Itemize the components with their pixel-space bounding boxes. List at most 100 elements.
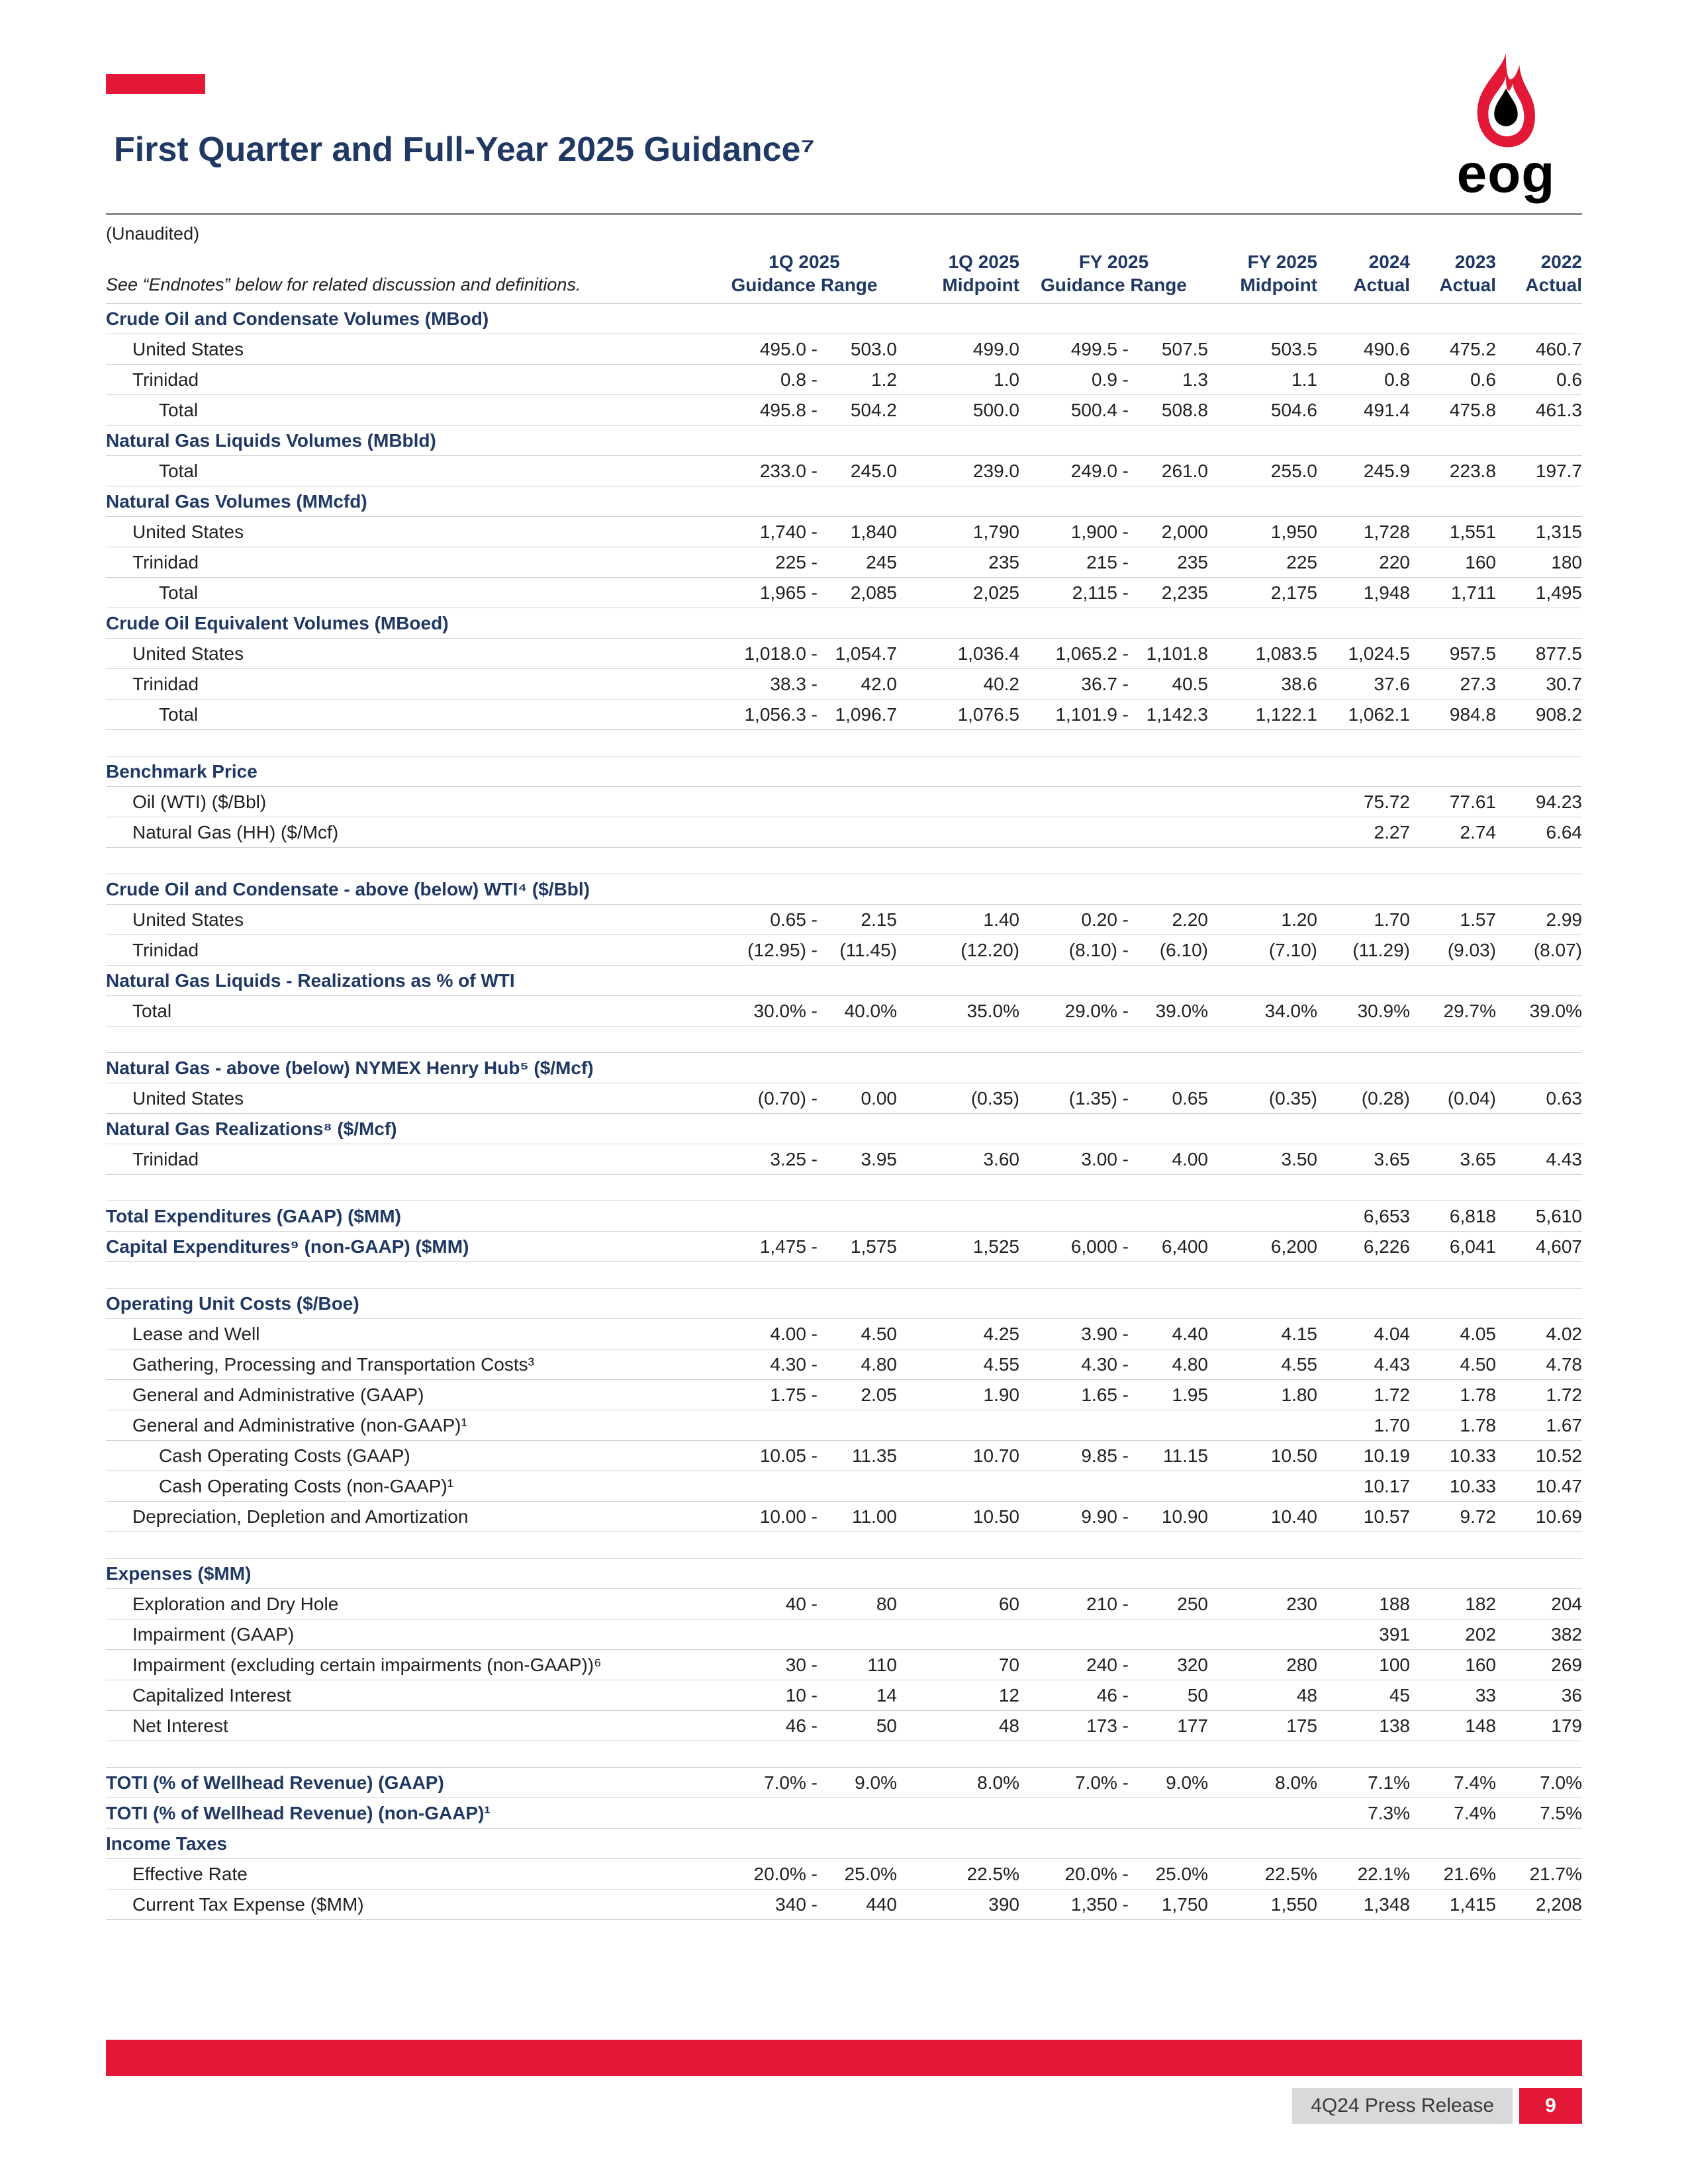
row-label: Total Expenditures (GAAP) ($MM) [106,1201,712,1232]
cell-1q-high [818,1828,897,1859]
cell-1q-high: 503.0 [818,334,897,365]
cell-fy-low: 6,000 - [1019,1231,1129,1262]
cell-2022-actual [1496,1052,1582,1083]
cell-2023-actual [1410,303,1496,334]
data-row: Oil (WTI) ($/Bbl) 75.72 77.61 94.23 [106,786,1582,817]
cell-fy-low: 3.00 - [1019,1144,1129,1175]
cell-fy-high [1129,786,1208,817]
cell-fy-high: 507.5 [1129,334,1208,365]
data-row: Total 233.0 -245.0 239.0 249.0 -261.0 255.0 2… [106,455,1582,486]
col-header-line: FY 2025 [1078,251,1149,272]
cell-2024-actual [1317,608,1410,639]
cell-2022-actual [1496,756,1582,787]
cell-2022-actual: 461.3 [1496,394,1582,426]
row-label: Total [106,455,712,486]
cell-2024-actual: 1,728 [1317,516,1410,547]
row-label: Cash Operating Costs (non-GAAP)¹ [106,1471,712,1502]
cell-fy-low: (8.10) - [1019,934,1129,966]
cell-1q-high: 2,085 [818,577,897,608]
cell-2023-actual [1410,756,1496,787]
cell-1q-low [712,1052,818,1083]
row-label: Benchmark Price [106,756,712,787]
cell-2023-actual: 10.33 [1410,1471,1496,1502]
cell-fy-midpoint: 34.0% [1208,995,1317,1026]
cell-2024-actual: 188 [1317,1588,1410,1619]
cell-1q-midpoint [897,756,1019,787]
cell-fy-low: 0.20 - [1019,904,1129,935]
cell-fy-high [1129,1052,1208,1083]
cell-1q-high [818,1201,897,1232]
cell-1q-low: 0.65 - [712,904,818,935]
data-row: Net Interest 46 -50 48 173 -177 175 138 148 179 [106,1710,1582,1741]
cell-1q-midpoint: 500.0 [897,394,1019,426]
cell-1q-low: 1,475 - [712,1231,818,1262]
cell-1q-high: 42.0 [818,668,897,700]
data-row: Natural Gas (HH) ($/Mcf) 2.27 2.74 6.64 [106,817,1582,848]
cell-1q-low: 38.3 - [712,668,818,700]
cell-2022-actual: 908.2 [1496,699,1582,730]
cell-2024-actual: 1,062.1 [1317,699,1410,730]
cell-fy-high: 40.5 [1129,668,1208,700]
cell-fy-low [1019,874,1129,905]
cell-1q-midpoint: 40.2 [897,668,1019,700]
spacer-cell [106,1174,1582,1201]
row-label: Crude Oil and Condensate - above (below)… [106,874,712,905]
cell-fy-midpoint: 10.40 [1208,1501,1317,1532]
section-row: Crude Oil and Condensate Volumes (MBod) [106,303,1582,334]
section-row: Natural Gas Liquids Volumes (MBbld) [106,425,1582,456]
cell-2024-actual: 10.17 [1317,1471,1410,1502]
cell-1q-midpoint [897,1619,1019,1650]
data-row: Total 1,056.3 -1,096.7 1,076.5 1,101.9 -1,1… [106,699,1582,730]
row-label: Income Taxes [106,1828,712,1859]
cell-1q-high [818,1558,897,1589]
cell-2022-actual [1496,425,1582,456]
row-label: TOTI (% of Wellhead Revenue) (GAAP) [106,1767,712,1798]
cell-2023-actual: 223.8 [1410,455,1496,486]
cell-fy-low [1019,1288,1129,1319]
eog-logo: eog [1430,52,1582,201]
cell-2024-actual: 10.57 [1317,1501,1410,1532]
row-label: Trinidad [106,547,712,578]
col-header-line: Guidance Range [1041,275,1187,295]
cell-2023-actual [1410,1558,1496,1589]
cell-fy-midpoint [1208,303,1317,334]
cell-2024-actual: (0.28) [1317,1083,1410,1114]
cell-fy-midpoint [1208,874,1317,905]
cell-2024-actual: 37.6 [1317,668,1410,700]
cell-2024-actual: 391 [1317,1619,1410,1650]
guidance-table-container: See “Endnotes” below for related discuss… [106,250,1582,1920]
title-divider [106,213,1582,215]
cell-fy-low: 1,350 - [1019,1889,1129,1920]
col-header-line: Guidance Range [731,275,878,295]
cell-1q-midpoint: 60 [897,1588,1019,1619]
col-header-line: Midpoint [942,275,1019,295]
cell-1q-high [818,1052,897,1083]
cell-fy-low [1019,303,1129,334]
cell-2024-actual [1317,965,1410,996]
cell-1q-midpoint: 8.0% [897,1767,1019,1798]
cell-fy-high: 9.0% [1129,1767,1208,1798]
cell-1q-high: 1,575 [818,1231,897,1262]
cell-fy-low [1019,1410,1129,1441]
cell-1q-midpoint [897,1113,1019,1144]
cell-fy-midpoint: 175 [1208,1710,1317,1741]
data-row: United States 495.0 -503.0 499.0 499.5 -507… [106,334,1582,365]
cell-2023-actual: 3.65 [1410,1144,1496,1175]
cell-fy-midpoint: 503.5 [1208,334,1317,365]
cell-1q-low: 0.8 - [712,364,818,395]
cell-2024-actual: 3.65 [1317,1144,1410,1175]
cell-2024-actual: 4.04 [1317,1318,1410,1349]
cell-1q-high: 1,096.7 [818,699,897,730]
cell-2022-actual: 30.7 [1496,668,1582,700]
cell-2024-actual [1317,425,1410,456]
cell-fy-low [1019,1558,1129,1589]
cell-2024-actual [1317,874,1410,905]
spacer-row [106,1174,1582,1201]
cell-1q-midpoint: (0.35) [897,1083,1019,1114]
col-header-1q-midpoint: 1Q 2025 Midpoint [897,250,1019,304]
cell-1q-midpoint: 12 [897,1680,1019,1711]
row-label: Capitalized Interest [106,1680,712,1711]
row-label: Trinidad [106,364,712,395]
cell-1q-midpoint: (12.20) [897,934,1019,966]
cell-fy-high [1129,1797,1208,1829]
